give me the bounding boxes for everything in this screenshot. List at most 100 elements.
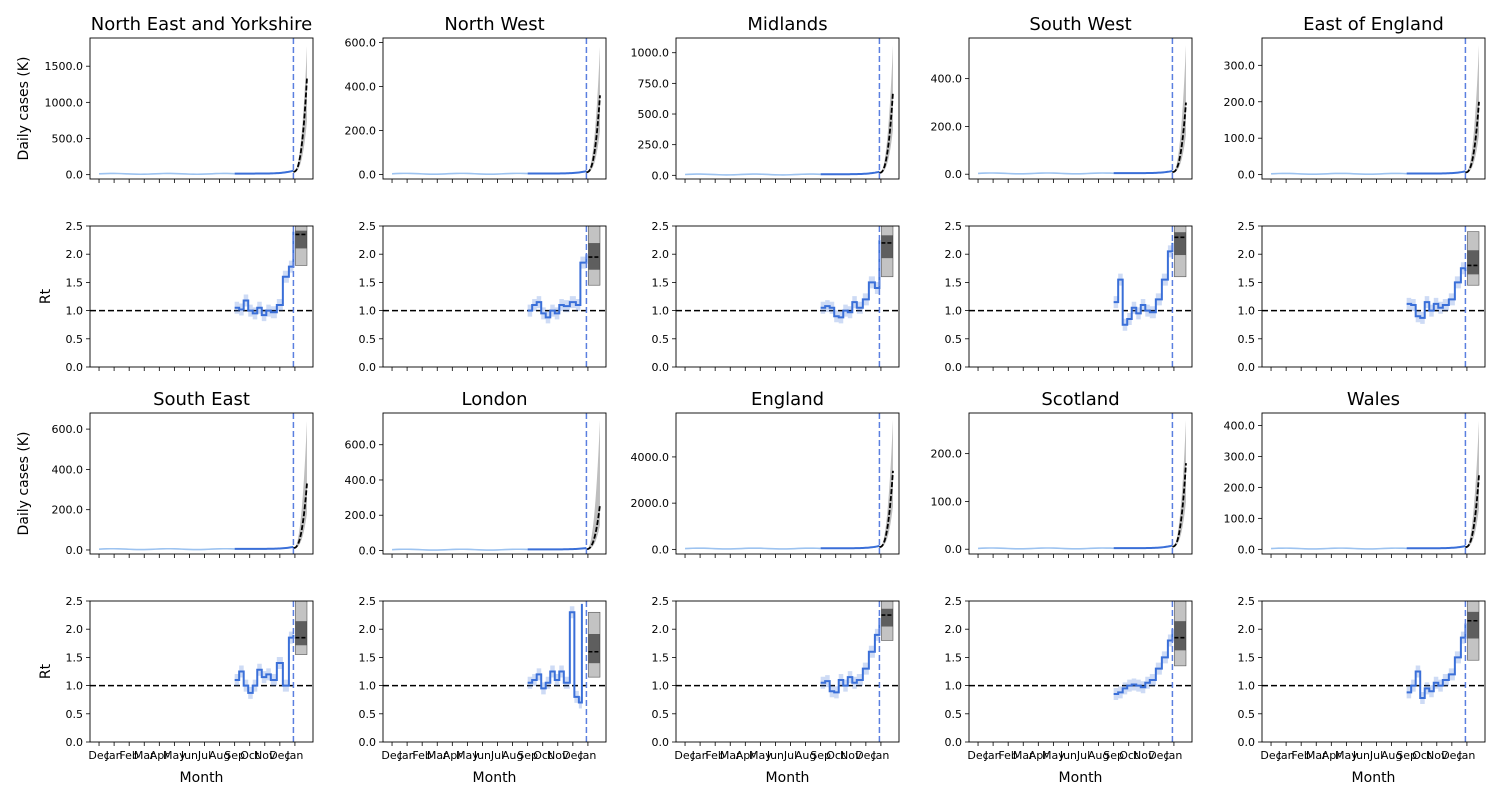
rt-xtick-label: Nov bbox=[1426, 749, 1448, 762]
panel-title: East of England bbox=[1303, 14, 1444, 35]
cases-history-line bbox=[978, 547, 1114, 550]
rt-ytick-label: 0.0 bbox=[66, 361, 84, 374]
rt-projection-inner-band bbox=[881, 608, 893, 627]
cases-projection-line bbox=[879, 470, 894, 548]
cases-projection-band bbox=[1172, 420, 1186, 547]
cases-ytick-label: 200.0 bbox=[52, 504, 84, 517]
rt-axes: 0.0 0.5 1.0 1.5 2.0 2.5 bbox=[1238, 220, 1486, 374]
rt-ytick-label: 1.0 bbox=[945, 680, 963, 693]
rt-ytick-label: 0.0 bbox=[1238, 736, 1256, 749]
rt-xtick-label: Jan bbox=[1457, 749, 1475, 762]
cases-ytick-label: 0.0 bbox=[66, 544, 84, 557]
panel-title: North West bbox=[444, 14, 544, 35]
rt-fit-line bbox=[1113, 629, 1174, 696]
rt-fit-line bbox=[820, 240, 881, 319]
panel-title: Scotland bbox=[1041, 389, 1119, 410]
rt-ytick-label: 0.0 bbox=[652, 361, 670, 374]
cases-axes: 0.0 200.0 400.0 bbox=[931, 37, 1193, 183]
rt-fit-band bbox=[527, 601, 582, 709]
rt-projection-inner-band bbox=[1467, 611, 1479, 639]
rt-frame bbox=[968, 225, 1193, 368]
rt-fit-line bbox=[1113, 242, 1174, 326]
rt-ytick-label: 1.5 bbox=[359, 651, 377, 664]
rt-ytick-label: 1.5 bbox=[66, 651, 84, 664]
rt-xlabel: Month bbox=[180, 770, 224, 786]
cases-projection-line bbox=[586, 95, 601, 174]
cases-history-line bbox=[392, 172, 528, 175]
cases-ytick-label: 100.0 bbox=[1224, 512, 1256, 525]
cases-ytick-label: 0.0 bbox=[652, 543, 670, 556]
cases-ytick-label: 0.0 bbox=[1238, 169, 1256, 182]
panel-north-east-and-yorkshire: North East and Yorkshire 0.0 500.0 1000.0 15… bbox=[16, 14, 314, 374]
cases-ytick-label: 2000.0 bbox=[631, 497, 670, 510]
rt-xtick-label: Sep bbox=[517, 749, 538, 762]
cases-fit-line bbox=[1406, 545, 1466, 550]
rt-xtick-label: Apr bbox=[150, 749, 170, 762]
rt-fit-band bbox=[234, 628, 294, 699]
rt-axes: 0.0 0.5 1.0 1.5 2.0 2.5 bbox=[945, 220, 1193, 374]
rt-xtick-label: Jun bbox=[1059, 749, 1077, 762]
rt-xtick-label: May bbox=[1335, 749, 1358, 762]
rt-ytick-label: 1.5 bbox=[1238, 651, 1256, 664]
cases-history-line bbox=[685, 173, 821, 176]
rt-projection-inner-band bbox=[295, 621, 307, 646]
rt-ytick-label: 1.5 bbox=[66, 276, 84, 289]
rt-projection-inner-band bbox=[1174, 232, 1186, 256]
cases-fit-line bbox=[234, 169, 294, 175]
rt-frame bbox=[1261, 225, 1486, 368]
rt-xtick-label: May bbox=[749, 749, 772, 762]
cases-projection-band bbox=[1465, 420, 1479, 548]
rt-xtick-label: Dec bbox=[269, 749, 290, 762]
rt-xtick-label: Feb bbox=[705, 749, 724, 762]
rt-xlabel: Month bbox=[766, 770, 810, 786]
rt-xtick-label: Mar bbox=[1306, 749, 1327, 762]
rt-xtick-label: Aug bbox=[795, 749, 816, 762]
cases-ytick-label: 500.0 bbox=[52, 133, 84, 146]
cases-projection-band bbox=[1465, 45, 1479, 173]
rt-xtick-label: Jul bbox=[1076, 749, 1090, 762]
rt-projection-inner-band bbox=[295, 230, 307, 249]
cases-ylabel: Daily cases (K) bbox=[16, 432, 32, 536]
cases-projection-band bbox=[586, 420, 600, 550]
rt-frame bbox=[675, 600, 900, 743]
rt-ytick-label: 2.5 bbox=[652, 595, 670, 608]
rt-ytick-label: 2.0 bbox=[359, 248, 377, 261]
rt-xtick-label: Jan bbox=[398, 749, 416, 762]
rt-ytick-label: 2.0 bbox=[652, 248, 670, 261]
rt-xtick-label: Dec bbox=[855, 749, 876, 762]
rt-ytick-label: 0.5 bbox=[1238, 333, 1256, 346]
cases-ytick-label: 200.0 bbox=[1224, 96, 1256, 109]
rt-xtick-label: Jan bbox=[984, 749, 1002, 762]
rt-xtick-label: Jun bbox=[766, 749, 784, 762]
rt-xtick-label: Jan bbox=[1164, 749, 1182, 762]
rt-ytick-label: 1.0 bbox=[359, 305, 377, 318]
rt-fit-band bbox=[820, 611, 880, 699]
rt-ytick-label: 2.5 bbox=[66, 595, 84, 608]
rt-xtick-label: Dec bbox=[967, 749, 988, 762]
cases-history-line bbox=[99, 547, 235, 551]
cases-fit-line bbox=[234, 545, 294, 550]
rt-ytick-label: 1.5 bbox=[652, 651, 670, 664]
rt-ytick-label: 2.0 bbox=[652, 623, 670, 636]
cases-ytick-label: 200.0 bbox=[1224, 481, 1256, 494]
rt-ytick-label: 2.5 bbox=[945, 595, 963, 608]
rt-xtick-label: Oct bbox=[826, 749, 846, 762]
rt-xtick-label: May bbox=[1042, 749, 1065, 762]
panel-east-of-england: East of England 0.0 100.0 200.0 300.0 0.0 0.5 1… bbox=[1224, 14, 1486, 374]
cases-axes: 0.0 250.0 500.0 750.0 1000.0 bbox=[631, 37, 900, 183]
rt-ytick-label: 0.5 bbox=[1238, 708, 1256, 721]
rt-xtick-label: Dec bbox=[1260, 749, 1281, 762]
rt-projection-inner-band bbox=[588, 243, 600, 270]
rt-ytick-label: 0.5 bbox=[945, 708, 963, 721]
cases-ytick-label: 600.0 bbox=[345, 439, 377, 452]
rt-xtick-label: Aug bbox=[502, 749, 523, 762]
cases-ytick-label: 200.0 bbox=[345, 125, 377, 138]
cases-ytick-label: 400.0 bbox=[345, 474, 377, 487]
rt-axes: 0.0 0.5 1.0 1.5 2.0 2.5 Rt bbox=[38, 220, 314, 374]
panel-title: Midlands bbox=[747, 14, 827, 35]
rt-axes: 0.0 0.5 1.0 1.5 2.0 2.5 bbox=[359, 220, 607, 374]
panel-north-west: North West 0.0 200.0 400.0 600.0 0.0 0.5 1.0 1.5… bbox=[345, 14, 607, 374]
rt-xtick-label: Dec bbox=[674, 749, 695, 762]
rt-ytick-label: 1.0 bbox=[1238, 680, 1256, 693]
cases-frame bbox=[968, 37, 1193, 180]
